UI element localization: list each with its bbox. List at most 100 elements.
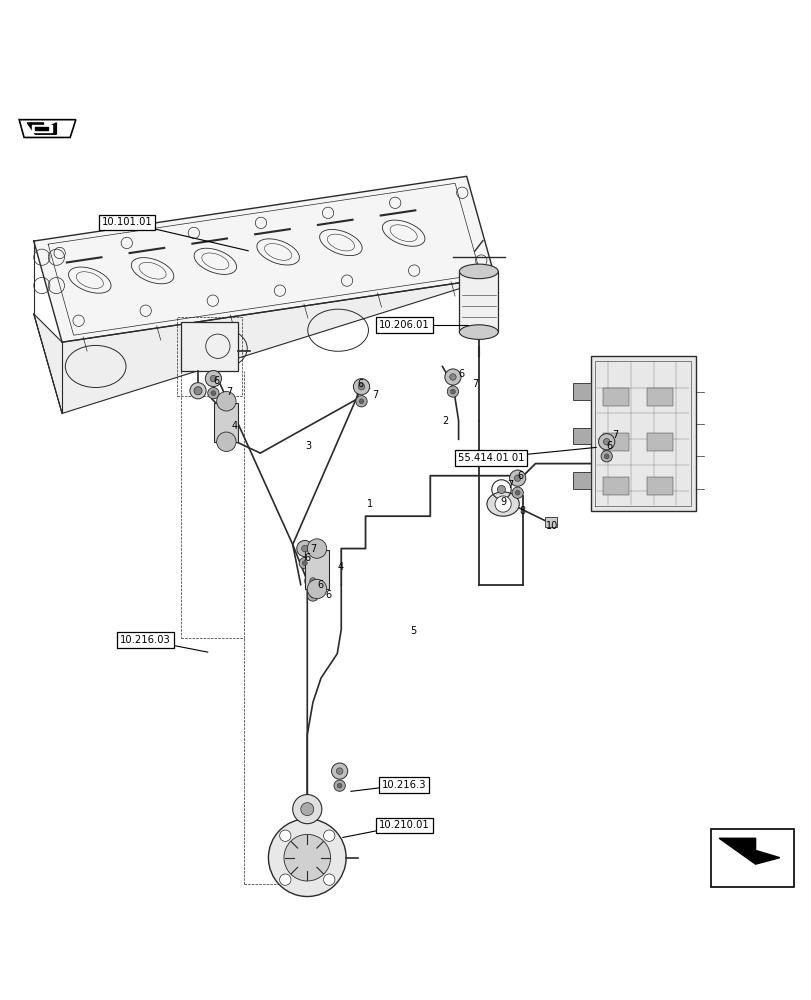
Circle shape bbox=[603, 454, 608, 459]
Text: 2: 2 bbox=[442, 416, 448, 426]
Circle shape bbox=[210, 375, 217, 382]
Polygon shape bbox=[19, 120, 75, 137]
Polygon shape bbox=[34, 176, 495, 342]
Bar bbox=[602, 477, 628, 495]
Text: 6: 6 bbox=[606, 441, 612, 451]
Circle shape bbox=[307, 579, 326, 599]
Circle shape bbox=[444, 369, 461, 385]
Text: 6: 6 bbox=[458, 369, 464, 379]
Circle shape bbox=[603, 438, 609, 445]
Circle shape bbox=[205, 371, 221, 387]
Bar bbox=[177, 317, 242, 396]
Text: 10: 10 bbox=[545, 521, 557, 531]
Circle shape bbox=[310, 593, 315, 598]
Polygon shape bbox=[32, 125, 51, 132]
Bar bbox=[572, 428, 590, 444]
Circle shape bbox=[331, 763, 347, 779]
Text: 6: 6 bbox=[316, 580, 323, 590]
Text: 55.414.01 01: 55.414.01 01 bbox=[457, 453, 524, 463]
Circle shape bbox=[217, 432, 236, 451]
Bar bbox=[602, 388, 628, 406]
Circle shape bbox=[324, 874, 334, 885]
Ellipse shape bbox=[487, 492, 519, 516]
Circle shape bbox=[358, 399, 363, 404]
Polygon shape bbox=[36, 127, 49, 130]
Text: 7: 7 bbox=[226, 387, 232, 397]
Circle shape bbox=[217, 392, 236, 411]
Bar bbox=[646, 388, 672, 406]
Circle shape bbox=[296, 540, 312, 557]
Circle shape bbox=[307, 539, 326, 558]
Circle shape bbox=[355, 396, 367, 407]
Text: 9: 9 bbox=[500, 497, 506, 507]
Text: 7: 7 bbox=[310, 544, 316, 554]
Text: 5: 5 bbox=[410, 626, 416, 636]
Circle shape bbox=[358, 383, 364, 390]
Bar bbox=[459, 271, 498, 332]
Text: 10.206.01: 10.206.01 bbox=[379, 320, 429, 330]
Polygon shape bbox=[719, 838, 779, 864]
Circle shape bbox=[514, 475, 521, 481]
Bar bbox=[590, 356, 695, 511]
Circle shape bbox=[324, 830, 334, 841]
Polygon shape bbox=[28, 123, 56, 134]
Text: 7: 7 bbox=[611, 430, 618, 440]
Text: 1: 1 bbox=[367, 499, 373, 509]
Circle shape bbox=[301, 545, 307, 552]
Circle shape bbox=[337, 783, 341, 788]
Bar bbox=[181, 322, 238, 371]
Text: 6: 6 bbox=[517, 471, 523, 481]
Bar bbox=[710, 829, 792, 887]
Circle shape bbox=[495, 496, 511, 512]
Text: 6: 6 bbox=[357, 379, 363, 389]
Text: 3: 3 bbox=[304, 441, 311, 451]
Bar bbox=[572, 472, 590, 489]
Bar bbox=[572, 383, 590, 400]
Circle shape bbox=[302, 561, 307, 566]
Circle shape bbox=[300, 803, 313, 816]
Circle shape bbox=[284, 834, 330, 881]
Text: 8: 8 bbox=[519, 506, 525, 516]
Text: 4: 4 bbox=[337, 562, 343, 572]
Text: 10.101.01: 10.101.01 bbox=[101, 217, 152, 227]
Circle shape bbox=[307, 590, 318, 601]
Text: 10.216.03: 10.216.03 bbox=[120, 635, 170, 645]
Bar bbox=[304, 550, 328, 589]
Text: 7: 7 bbox=[371, 390, 378, 400]
Text: 10.216.3: 10.216.3 bbox=[382, 780, 426, 790]
Text: 10.210.01: 10.210.01 bbox=[379, 820, 429, 830]
Circle shape bbox=[208, 388, 219, 399]
Bar bbox=[544, 517, 556, 527]
Circle shape bbox=[598, 434, 614, 450]
Circle shape bbox=[190, 383, 206, 399]
Text: 4: 4 bbox=[232, 421, 238, 431]
Circle shape bbox=[279, 874, 290, 885]
Circle shape bbox=[211, 391, 216, 396]
Polygon shape bbox=[34, 277, 495, 413]
Circle shape bbox=[309, 578, 315, 584]
Circle shape bbox=[497, 485, 505, 494]
Circle shape bbox=[447, 386, 458, 397]
Circle shape bbox=[333, 780, 345, 791]
Circle shape bbox=[336, 768, 342, 774]
Text: 6: 6 bbox=[213, 376, 219, 386]
Circle shape bbox=[515, 490, 520, 495]
Circle shape bbox=[268, 819, 345, 897]
Ellipse shape bbox=[459, 325, 498, 339]
Circle shape bbox=[450, 389, 455, 394]
Text: 6: 6 bbox=[324, 590, 331, 600]
Circle shape bbox=[279, 830, 290, 841]
Bar bbox=[602, 433, 628, 451]
Text: 7: 7 bbox=[507, 480, 513, 490]
Circle shape bbox=[292, 795, 321, 824]
Ellipse shape bbox=[459, 264, 498, 279]
Bar bbox=[646, 433, 672, 451]
Text: 7: 7 bbox=[472, 379, 478, 389]
Circle shape bbox=[353, 379, 369, 395]
Circle shape bbox=[194, 387, 202, 395]
Circle shape bbox=[304, 573, 320, 589]
Text: 6: 6 bbox=[304, 553, 311, 563]
Circle shape bbox=[449, 374, 456, 380]
Circle shape bbox=[600, 451, 611, 462]
Circle shape bbox=[298, 557, 310, 569]
